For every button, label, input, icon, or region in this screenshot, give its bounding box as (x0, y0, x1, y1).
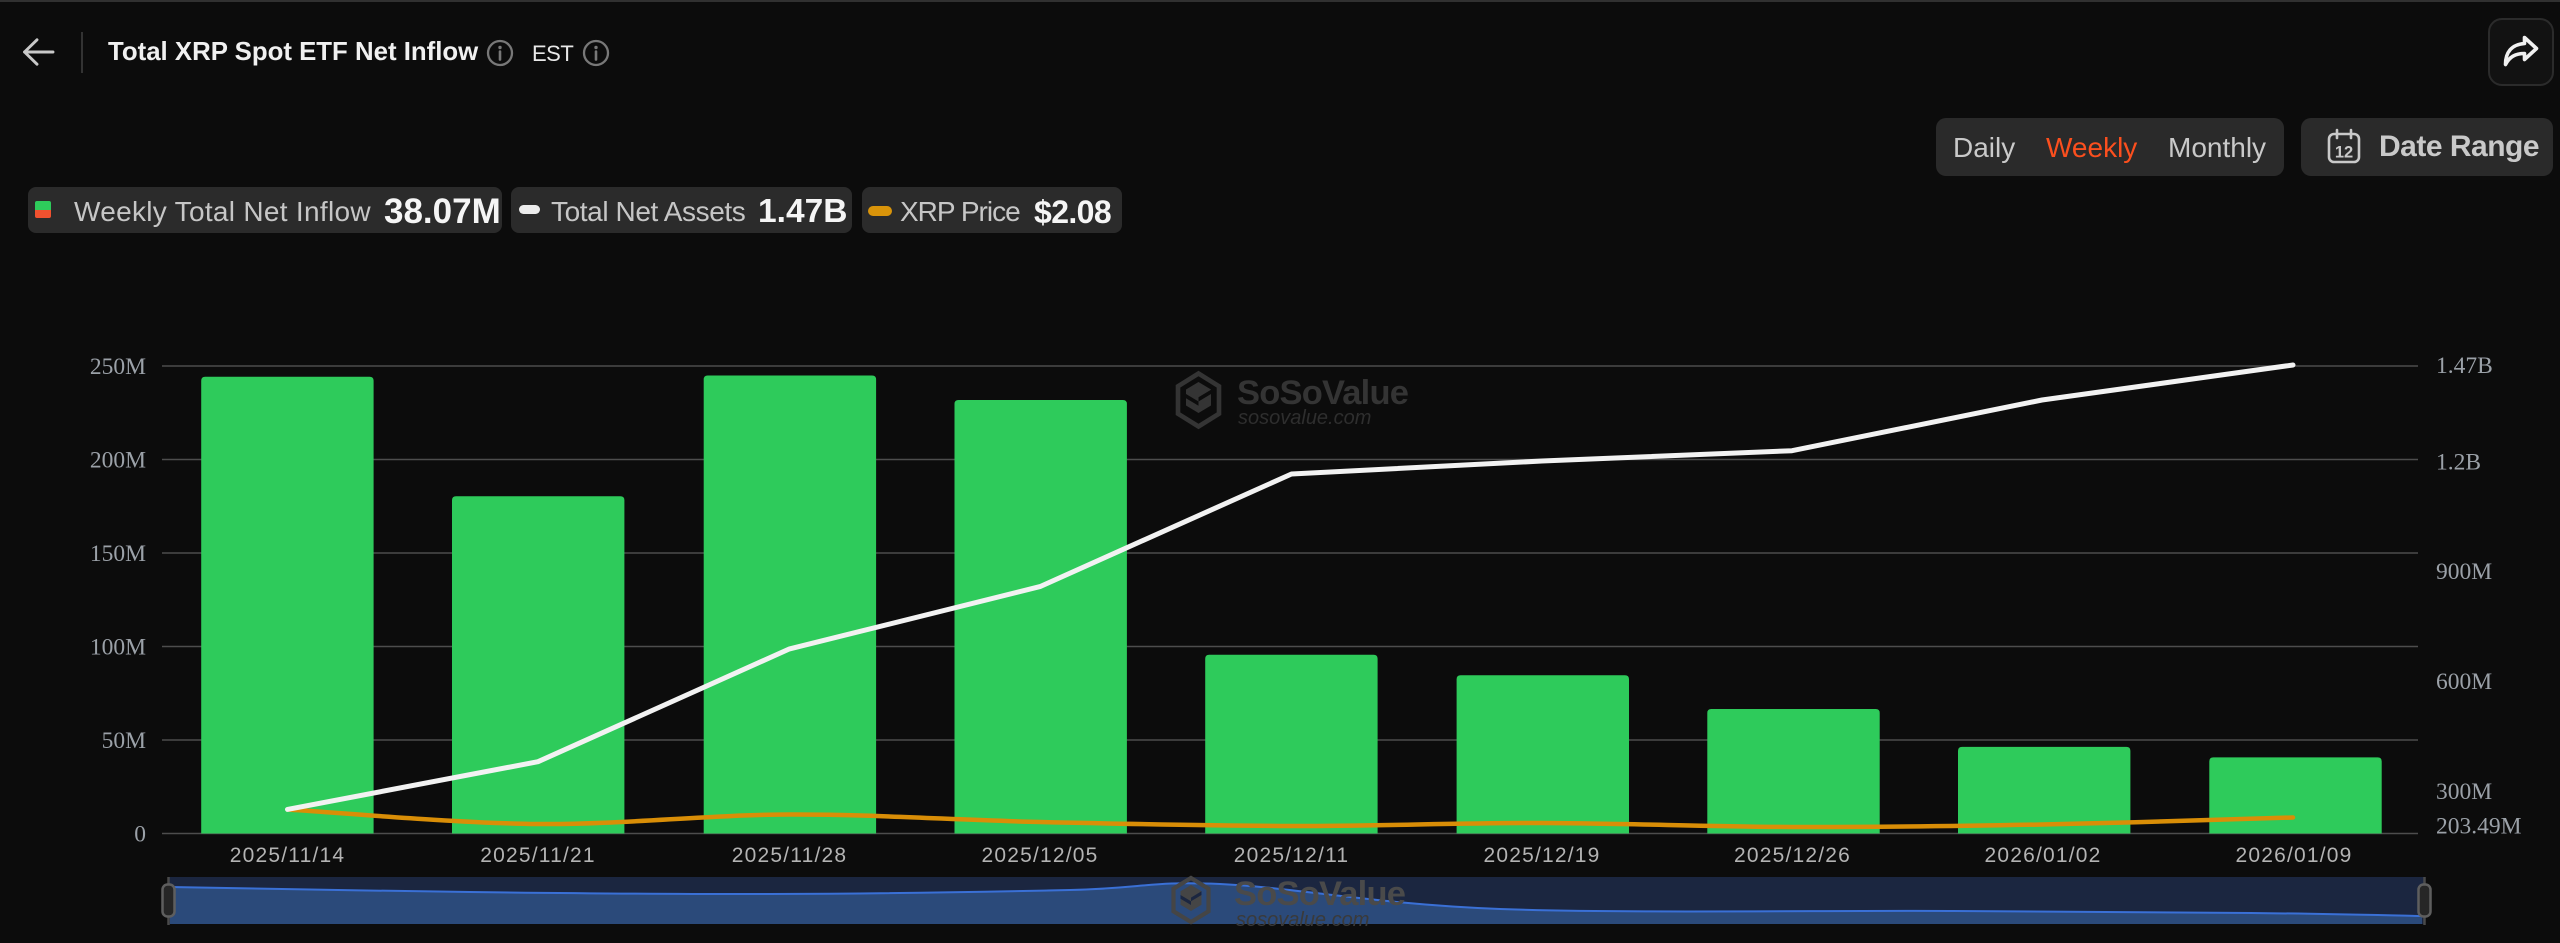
svg-text:150M: 150M (90, 541, 146, 567)
svg-text:sosovalue.com: sosovalue.com (1236, 909, 1369, 931)
svg-text:100M: 100M (90, 635, 146, 661)
svg-text:203.49M: 203.49M (2436, 814, 2522, 840)
svg-text:1.47B: 1.47B (2436, 353, 2493, 379)
svg-text:2026/01/02: 2026/01/02 (1984, 844, 2101, 867)
svg-text:SoSoValue: SoSoValue (1234, 875, 1406, 913)
svg-text:2025/11/14: 2025/11/14 (230, 844, 346, 867)
svg-text:sosovalue.com: sosovalue.com (1238, 407, 1371, 429)
svg-text:2025/12/05: 2025/12/05 (981, 844, 1098, 867)
svg-text:2025/11/28: 2025/11/28 (732, 844, 848, 867)
svg-text:2025/11/21: 2025/11/21 (480, 844, 596, 867)
svg-text:300M: 300M (2436, 779, 2492, 805)
svg-text:0: 0 (134, 822, 146, 848)
svg-text:2025/12/19: 2025/12/19 (1483, 844, 1600, 867)
svg-text:200M: 200M (90, 448, 146, 474)
svg-text:50M: 50M (102, 728, 147, 754)
svg-text:12: 12 (2335, 144, 2353, 162)
svg-text:600M: 600M (2436, 669, 2492, 695)
svg-text:250M: 250M (90, 354, 146, 380)
svg-text:2026/01/09: 2026/01/09 (2235, 844, 2352, 867)
svg-text:900M: 900M (2436, 559, 2492, 585)
svg-text:1.2B: 1.2B (2436, 450, 2481, 476)
svg-text:2025/12/26: 2025/12/26 (1734, 844, 1851, 867)
svg-text:SoSoValue: SoSoValue (1237, 374, 1409, 412)
svg-text:2025/12/11: 2025/12/11 (1234, 844, 1350, 867)
